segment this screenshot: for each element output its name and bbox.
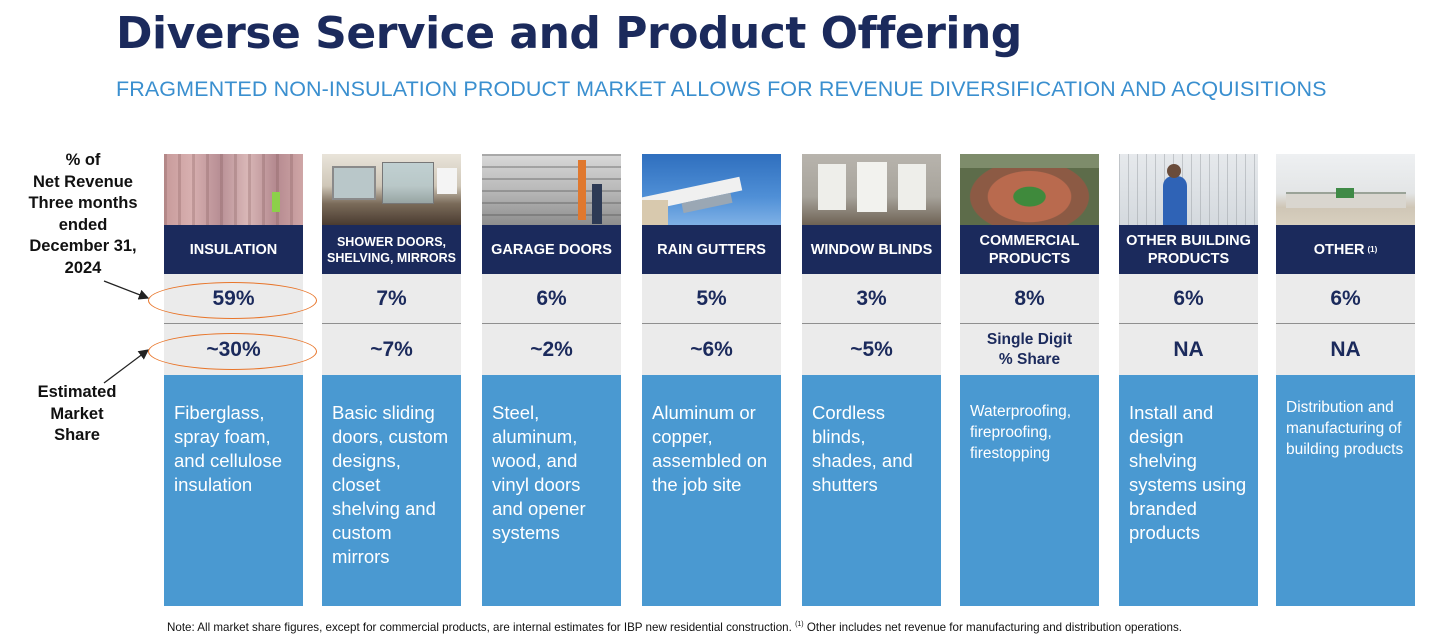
window-blinds-photo [802, 154, 941, 225]
market-share-row-label: Estimated Market Share [20, 382, 134, 447]
market-share-value: NA [1119, 324, 1258, 375]
column-header: INSULATION [164, 225, 303, 274]
column-shower-doors: SHOWER DOORS, SHELVING, MIRRORS 7% ~7% B… [322, 154, 461, 606]
revenue-percent: 3% [802, 274, 941, 324]
market-label-line: Share [54, 426, 100, 444]
footnote-marker: (1) [1367, 244, 1378, 254]
column-header-text: OTHER [1313, 241, 1365, 258]
revenue-percent: 7% [322, 274, 461, 324]
column-description: Install and design shelving systems usin… [1119, 375, 1258, 606]
footnote-main: Note: All market share figures, except f… [167, 621, 792, 634]
stadium-photo [960, 154, 1099, 225]
revenue-label-line: % of [65, 151, 101, 169]
revenue-row-label: % of Net Revenue Three months ended Dece… [20, 150, 146, 279]
revenue-percent: 6% [1276, 274, 1415, 324]
market-share-value: ~5% [802, 324, 941, 375]
market-share-value: ~7% [322, 324, 461, 375]
market-share-value: NA [1276, 324, 1415, 375]
column-other-building-products: OTHER BUILDING PRODUCTS 6% NA Install an… [1119, 154, 1258, 606]
column-description: Steel, aluminum, wood, and vinyl doors a… [482, 375, 621, 606]
column-header: RAIN GUTTERS [642, 225, 781, 274]
revenue-arrow [103, 280, 150, 300]
column-description: Aluminum or copper, assembled on the job… [642, 375, 781, 606]
page-subtitle: FRAGMENTED NON-INSULATION PRODUCT MARKET… [116, 77, 1327, 101]
revenue-label-line: December 31, [29, 237, 137, 255]
insulation-photo [164, 154, 303, 225]
rain-gutters-photo [642, 154, 781, 225]
column-header: WINDOW BLINDS [802, 225, 941, 274]
market-share-value: ~2% [482, 324, 621, 375]
column-insulation: INSULATION 59% ~30% Fiberglass, spray fo… [164, 154, 303, 606]
revenue-label-line: 2024 [64, 258, 102, 277]
column-other: OTHER (1) 6% NA Distribution and manufact… [1276, 154, 1415, 606]
footnote: Note: All market share figures, except f… [167, 621, 1182, 634]
revenue-percent: 6% [1119, 274, 1258, 324]
column-garage-doors: GARAGE DOORS 6% ~2% Steel, aluminum, woo… [482, 154, 621, 606]
column-window-blinds: WINDOW BLINDS 3% ~5% Cordless blinds, sh… [802, 154, 941, 606]
market-label-line: Market [50, 404, 104, 423]
revenue-percent: 6% [482, 274, 621, 324]
revenue-percent: 5% [642, 274, 781, 324]
page-title: Diverse Service and Product Offering [116, 8, 1022, 59]
column-description: Waterproofing, fireproofing, firestoppin… [960, 375, 1099, 606]
market-share-value: Single Digit % Share [960, 324, 1099, 375]
column-header: SHOWER DOORS, SHELVING, MIRRORS [322, 225, 461, 274]
shower-doors-photo [322, 154, 461, 225]
column-header: GARAGE DOORS [482, 225, 621, 274]
market-share-value: ~30% [164, 324, 303, 375]
shelving-install-photo [1119, 154, 1258, 225]
column-header: COMMERCIAL PRODUCTS [960, 225, 1099, 274]
footnote-marker: (1) [795, 621, 804, 629]
column-header: OTHER BUILDING PRODUCTS [1119, 225, 1258, 274]
column-description: Distribution and manufacturing of buildi… [1276, 375, 1415, 606]
revenue-percent: 8% [960, 274, 1099, 324]
revenue-label-line: Net Revenue [33, 172, 133, 191]
revenue-label-line: Three months [28, 194, 138, 212]
revenue-label-line: ended [58, 215, 108, 234]
garage-doors-photo [482, 154, 621, 225]
market-label-line: Estimated [37, 383, 117, 401]
market-share-value: ~6% [642, 324, 781, 375]
column-rain-gutters: RAIN GUTTERS 5% ~6% Aluminum or copper, … [642, 154, 781, 606]
column-header: OTHER (1) [1276, 225, 1415, 274]
warehouse-photo [1276, 154, 1415, 225]
market-share-arrow [103, 349, 150, 384]
column-commercial-products: COMMERCIAL PRODUCTS 8% Single Digit % Sh… [960, 154, 1099, 606]
column-description: Fiberglass, spray foam, and cellulose in… [164, 375, 303, 606]
revenue-percent: 59% [164, 274, 303, 324]
footnote-rest: Other includes net revenue for manufactu… [806, 621, 1182, 634]
column-description: Basic sliding doors, custom designs, clo… [322, 375, 461, 606]
column-description: Cordless blinds, shades, and shutters [802, 375, 941, 606]
